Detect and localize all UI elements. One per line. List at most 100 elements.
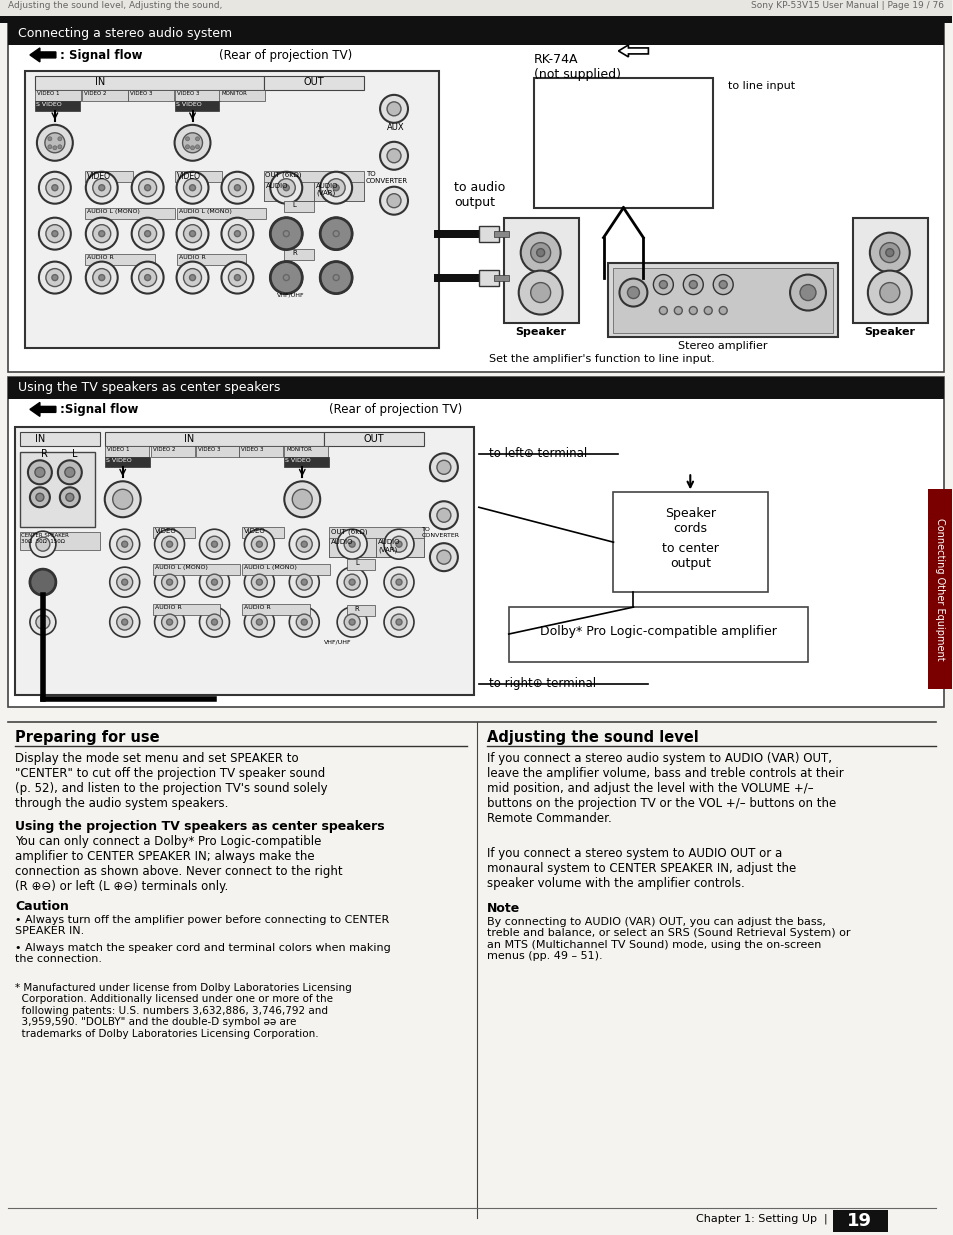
Bar bbox=[926, 489, 951, 689]
Text: VIDEO: VIDEO bbox=[244, 529, 266, 535]
Circle shape bbox=[270, 172, 302, 204]
Circle shape bbox=[659, 306, 667, 315]
Circle shape bbox=[283, 231, 289, 237]
Circle shape bbox=[36, 576, 50, 589]
Text: S VIDEO: S VIDEO bbox=[175, 101, 201, 107]
Circle shape bbox=[336, 530, 367, 559]
Circle shape bbox=[51, 185, 58, 190]
Circle shape bbox=[320, 172, 352, 204]
Circle shape bbox=[395, 619, 401, 625]
Bar bbox=[20, 452, 94, 527]
Polygon shape bbox=[618, 44, 648, 57]
Circle shape bbox=[36, 537, 50, 551]
Bar bbox=[176, 253, 246, 264]
Circle shape bbox=[228, 225, 246, 242]
Circle shape bbox=[30, 488, 50, 508]
Circle shape bbox=[199, 567, 229, 597]
Circle shape bbox=[51, 274, 58, 280]
Circle shape bbox=[145, 274, 151, 280]
Bar bbox=[20, 532, 100, 550]
Text: Speaker: Speaker bbox=[863, 326, 914, 336]
Bar bbox=[608, 263, 837, 337]
Text: VIDEO 2: VIDEO 2 bbox=[84, 91, 106, 96]
Circle shape bbox=[320, 217, 352, 249]
Circle shape bbox=[885, 248, 893, 257]
Text: By connecting to AUDIO (VAR) OUT, you can adjust the bass,
treble and balance, o: By connecting to AUDIO (VAR) OUT, you ca… bbox=[486, 916, 849, 961]
Circle shape bbox=[190, 274, 195, 280]
Text: Sony KP-53V15 User Manual | Page 19 / 76: Sony KP-53V15 User Manual | Page 19 / 76 bbox=[750, 1, 943, 10]
Circle shape bbox=[122, 619, 128, 625]
Bar bbox=[0, 16, 951, 23]
Text: TO
CONVERTER: TO CONVERTER bbox=[366, 170, 408, 184]
Circle shape bbox=[430, 501, 457, 530]
Bar bbox=[508, 608, 807, 662]
Bar bbox=[284, 201, 314, 211]
Circle shape bbox=[436, 550, 451, 564]
Circle shape bbox=[122, 579, 128, 585]
Text: L: L bbox=[355, 561, 358, 566]
Text: TO
CONVERTER: TO CONVERTER bbox=[421, 527, 459, 538]
Bar bbox=[0, 0, 951, 16]
Bar bbox=[152, 564, 240, 576]
Text: Connecting Other Equipment: Connecting Other Equipment bbox=[934, 517, 943, 661]
Circle shape bbox=[58, 461, 82, 484]
Circle shape bbox=[145, 185, 151, 190]
Circle shape bbox=[387, 101, 400, 116]
Circle shape bbox=[228, 179, 246, 196]
Bar bbox=[174, 101, 219, 111]
Circle shape bbox=[86, 262, 117, 294]
Text: to left⊕ terminal: to left⊕ terminal bbox=[488, 447, 586, 461]
Bar bbox=[82, 90, 128, 101]
Bar bbox=[503, 217, 578, 322]
Circle shape bbox=[277, 225, 295, 242]
Circle shape bbox=[39, 172, 71, 204]
Circle shape bbox=[296, 574, 312, 590]
Circle shape bbox=[116, 614, 132, 630]
Circle shape bbox=[379, 95, 408, 122]
Bar bbox=[174, 90, 220, 101]
Circle shape bbox=[270, 262, 302, 294]
Text: AUDIO L (MONO): AUDIO L (MONO) bbox=[87, 209, 139, 214]
Text: Stereo amplifier: Stereo amplifier bbox=[678, 342, 767, 352]
Text: If you connect a stereo system to AUDIO OUT or a
monaural system to CENTER SPEAK: If you connect a stereo system to AUDIO … bbox=[486, 847, 795, 889]
Circle shape bbox=[221, 172, 253, 204]
Bar bbox=[8, 23, 943, 44]
Circle shape bbox=[436, 509, 451, 522]
Circle shape bbox=[270, 217, 302, 249]
Circle shape bbox=[327, 179, 345, 196]
Circle shape bbox=[270, 217, 302, 249]
Circle shape bbox=[869, 232, 909, 273]
Circle shape bbox=[138, 179, 156, 196]
Text: You can only connect a Dolby* Pro Logic-compatible
amplifier to CENTER SPEAKER I: You can only connect a Dolby* Pro Logic-… bbox=[15, 835, 342, 893]
Circle shape bbox=[284, 482, 320, 517]
Circle shape bbox=[530, 283, 550, 303]
Circle shape bbox=[252, 614, 267, 630]
Text: Speaker
cords: Speaker cords bbox=[664, 508, 715, 535]
Bar bbox=[329, 527, 423, 557]
Circle shape bbox=[627, 287, 639, 299]
Bar bbox=[347, 559, 375, 571]
Bar bbox=[105, 432, 324, 446]
Circle shape bbox=[138, 225, 156, 242]
Circle shape bbox=[713, 274, 733, 295]
Circle shape bbox=[182, 133, 202, 153]
Bar bbox=[852, 217, 926, 322]
Text: Adjusting the sound level: Adjusting the sound level bbox=[486, 730, 698, 745]
Circle shape bbox=[719, 280, 726, 289]
Text: IN: IN bbox=[34, 435, 45, 445]
Bar bbox=[15, 427, 474, 695]
Text: VIDEO 3: VIDEO 3 bbox=[130, 91, 152, 96]
Circle shape bbox=[167, 619, 172, 625]
Circle shape bbox=[86, 217, 117, 249]
Bar bbox=[242, 604, 310, 615]
Text: to audio
output: to audio output bbox=[454, 180, 504, 209]
Text: OUT: OUT bbox=[363, 435, 384, 445]
Circle shape bbox=[336, 567, 367, 597]
Circle shape bbox=[244, 530, 274, 559]
Polygon shape bbox=[30, 403, 56, 416]
Circle shape bbox=[28, 461, 51, 484]
Text: R: R bbox=[41, 450, 49, 459]
Circle shape bbox=[301, 619, 307, 625]
Circle shape bbox=[618, 279, 647, 306]
Circle shape bbox=[384, 567, 414, 597]
